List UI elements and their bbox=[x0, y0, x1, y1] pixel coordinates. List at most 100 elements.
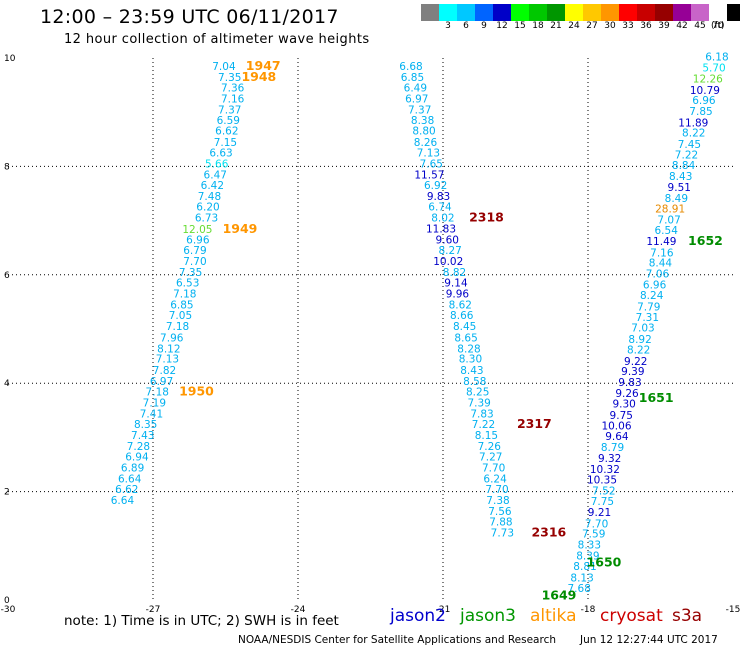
wave-height-label: 9.14 bbox=[444, 278, 468, 290]
wave-height-label: 7.39 bbox=[467, 398, 490, 410]
colorbar-swatch bbox=[727, 4, 740, 21]
wave-height-label: 7.13 bbox=[156, 354, 179, 366]
colorbar-swatch bbox=[421, 4, 439, 21]
wave-height-label: 6.63 bbox=[209, 148, 232, 160]
wave-height-label: 8.12 bbox=[157, 343, 180, 355]
wave-height-label: 10.02 bbox=[433, 256, 463, 268]
wave-height-label: 8.44 bbox=[649, 258, 673, 270]
wave-height-label: 7.37 bbox=[408, 104, 431, 116]
colorbar-swatch bbox=[619, 4, 637, 21]
wave-height-label: 8.30 bbox=[459, 354, 482, 366]
pass-time-label: 1950 bbox=[179, 384, 214, 399]
wave-height-label: 8.02 bbox=[431, 213, 454, 225]
wave-height-label: 8.15 bbox=[475, 430, 498, 442]
y-tick-label: 4 bbox=[4, 379, 10, 389]
colorbar-swatch bbox=[637, 4, 655, 21]
wave-height-label: 8.38 bbox=[411, 115, 434, 127]
wave-height-label: 10.32 bbox=[590, 464, 620, 476]
colorbar-tick-label: 21 bbox=[550, 21, 562, 31]
wave-height-label: 6.59 bbox=[217, 115, 240, 127]
wave-height-label: 8.82 bbox=[443, 267, 466, 279]
wave-height-label: 9.21 bbox=[588, 507, 611, 519]
wave-height-label: 12.26 bbox=[693, 73, 723, 85]
wave-height-label: 28.91 bbox=[655, 203, 685, 215]
wave-height-label: 9.22 bbox=[624, 356, 647, 368]
wave-height-label: 7.68 bbox=[568, 583, 591, 595]
colorbar-swatch bbox=[709, 4, 727, 21]
colorbar-tick-label: 36 bbox=[640, 21, 652, 31]
wave-height-label: 10.06 bbox=[601, 420, 631, 432]
wave-height-label: 7.70 bbox=[485, 484, 508, 496]
colorbar-tick-label: 12 bbox=[496, 21, 508, 31]
y-tick-label: 0 bbox=[4, 596, 10, 606]
wave-height-label: 6.97 bbox=[150, 376, 173, 388]
colorbar-swatch bbox=[565, 4, 583, 21]
colorbar-swatch bbox=[547, 4, 565, 21]
generation-timestamp: Jun 12 12:27:44 UTC 2017 bbox=[580, 634, 718, 646]
wave-height-label: 8.62 bbox=[449, 299, 472, 311]
pass-time-label: 1948 bbox=[241, 69, 276, 84]
pass-time-label: 1949 bbox=[223, 221, 258, 236]
wave-height-label: 8.49 bbox=[665, 193, 688, 205]
colorbar-swatch bbox=[511, 4, 529, 21]
wave-height-label: 7.03 bbox=[631, 323, 654, 335]
wave-height-label: 7.83 bbox=[470, 408, 493, 420]
wave-height-label: 8.81 bbox=[573, 561, 596, 573]
wave-height-label: 6.64 bbox=[111, 495, 135, 507]
chart-subtitle: 12 hour collection of altimeter wave hei… bbox=[64, 32, 370, 47]
wave-height-label: 8.39 bbox=[576, 550, 599, 562]
colorbar-tick-label: 39 bbox=[658, 21, 670, 31]
wave-height-label: 6.85 bbox=[401, 72, 424, 84]
colorbar-tick-label: 6 bbox=[463, 21, 469, 31]
y-tick-label: 6 bbox=[4, 271, 10, 281]
wave-height-label: 5.70 bbox=[702, 63, 725, 75]
wave-height-label: 6.62 bbox=[215, 125, 238, 137]
wave-height-label: 10.35 bbox=[587, 474, 617, 486]
legend-jason2: jason2 bbox=[390, 606, 446, 626]
wave-height-label: 9.83 bbox=[427, 191, 450, 203]
wave-height-label: 7.70 bbox=[585, 518, 608, 530]
legend-s3a: s3a bbox=[672, 606, 703, 626]
wave-height-label: 6.47 bbox=[204, 169, 227, 181]
pass-time-label: 1652 bbox=[688, 233, 723, 248]
wave-height-label: 9.51 bbox=[668, 182, 691, 194]
x-tick-label: -18 bbox=[581, 605, 596, 615]
wave-height-label: 7.18 bbox=[166, 321, 189, 333]
wave-height-label: 8.33 bbox=[578, 540, 601, 552]
legend-cryosat: cryosat bbox=[600, 606, 663, 626]
wave-height-label: 8.26 bbox=[414, 137, 438, 149]
wave-height-label: 7.36 bbox=[221, 83, 245, 95]
wave-height-label: 9.32 bbox=[598, 453, 621, 465]
wave-height-label: 7.26 bbox=[478, 441, 502, 453]
colorbar-tick-label: 9 bbox=[481, 21, 487, 31]
wave-height-label: 9.75 bbox=[610, 410, 633, 422]
pass-time-label: 2318 bbox=[469, 210, 504, 225]
wave-height-label: 7.18 bbox=[173, 289, 196, 301]
wave-height-label: 7.48 bbox=[198, 191, 221, 203]
x-tick-label: -30 bbox=[1, 605, 16, 615]
y-tick-label: 2 bbox=[4, 488, 10, 498]
wave-height-label: 9.96 bbox=[446, 289, 470, 301]
wave-height-label: 6.96 bbox=[186, 234, 210, 246]
wave-height-label: 7.75 bbox=[591, 496, 614, 508]
colorbar-unit-label: (ft) bbox=[711, 21, 725, 31]
colorbar-swatch bbox=[655, 4, 673, 21]
wave-height-label: 7.04 bbox=[212, 61, 236, 73]
pass-time-label: 1651 bbox=[639, 390, 674, 405]
colorbar-tick-label: 42 bbox=[676, 21, 688, 31]
wave-height-label: 6.53 bbox=[176, 278, 199, 290]
wave-height-label: 7.85 bbox=[689, 106, 712, 118]
wave-height-label: 7.18 bbox=[146, 387, 169, 399]
x-tick-label: -24 bbox=[291, 605, 306, 615]
wave-height-label: 6.73 bbox=[195, 213, 218, 225]
wave-height-label: 6.79 bbox=[183, 245, 206, 257]
wave-height-label: 6.96 bbox=[643, 279, 667, 291]
colorbar-swatch bbox=[673, 4, 691, 21]
wave-height-label: 6.68 bbox=[399, 61, 422, 73]
credit-line: NOAA/NESDIS Center for Satellite Applica… bbox=[238, 634, 556, 646]
wave-height-label: 8.65 bbox=[454, 332, 477, 344]
wave-height-label: 7.15 bbox=[214, 137, 237, 149]
colorbar-swatch bbox=[493, 4, 511, 21]
wave-height-label: 11.57 bbox=[414, 169, 444, 181]
colorbar-tick-label: 27 bbox=[586, 21, 598, 31]
